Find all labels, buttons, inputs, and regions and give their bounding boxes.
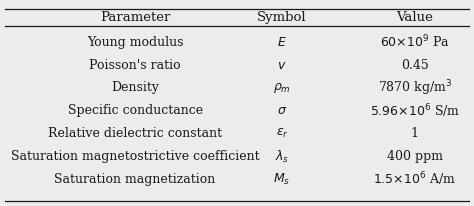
Text: $M_s$: $M_s$ <box>273 172 291 187</box>
Text: $\varepsilon_r$: $\varepsilon_r$ <box>275 127 289 140</box>
Text: $\rho_m$: $\rho_m$ <box>273 81 291 95</box>
Text: 7870 kg/m$^3$: 7870 kg/m$^3$ <box>377 78 452 98</box>
Text: 400 ppm: 400 ppm <box>387 150 443 163</box>
Text: Saturation magnetization: Saturation magnetization <box>55 173 216 186</box>
Text: $1.5{\times}10^{6}$ A/m: $1.5{\times}10^{6}$ A/m <box>374 171 456 188</box>
Text: $\lambda_s$: $\lambda_s$ <box>275 149 289 165</box>
Text: $5.96{\times}10^{6}$ S/m: $5.96{\times}10^{6}$ S/m <box>370 102 460 120</box>
Text: Symbol: Symbol <box>257 11 307 24</box>
Text: $\sigma$: $\sigma$ <box>277 104 287 117</box>
Text: 0.45: 0.45 <box>401 59 428 72</box>
Text: Density: Density <box>111 81 159 95</box>
Text: $E$: $E$ <box>277 36 287 49</box>
Text: Specific conductance: Specific conductance <box>67 104 203 117</box>
Text: $v$: $v$ <box>277 59 287 72</box>
Text: Relative dielectric constant: Relative dielectric constant <box>48 127 222 140</box>
Text: Value: Value <box>396 11 433 24</box>
Text: Saturation magnetostrictive coefficient: Saturation magnetostrictive coefficient <box>11 150 259 163</box>
Text: $60{\times}10^{9}$ Pa: $60{\times}10^{9}$ Pa <box>380 34 450 50</box>
Text: Poisson's ratio: Poisson's ratio <box>89 59 181 72</box>
Text: 1: 1 <box>411 127 419 140</box>
Text: Young modulus: Young modulus <box>87 36 183 49</box>
Text: Parameter: Parameter <box>100 11 170 24</box>
